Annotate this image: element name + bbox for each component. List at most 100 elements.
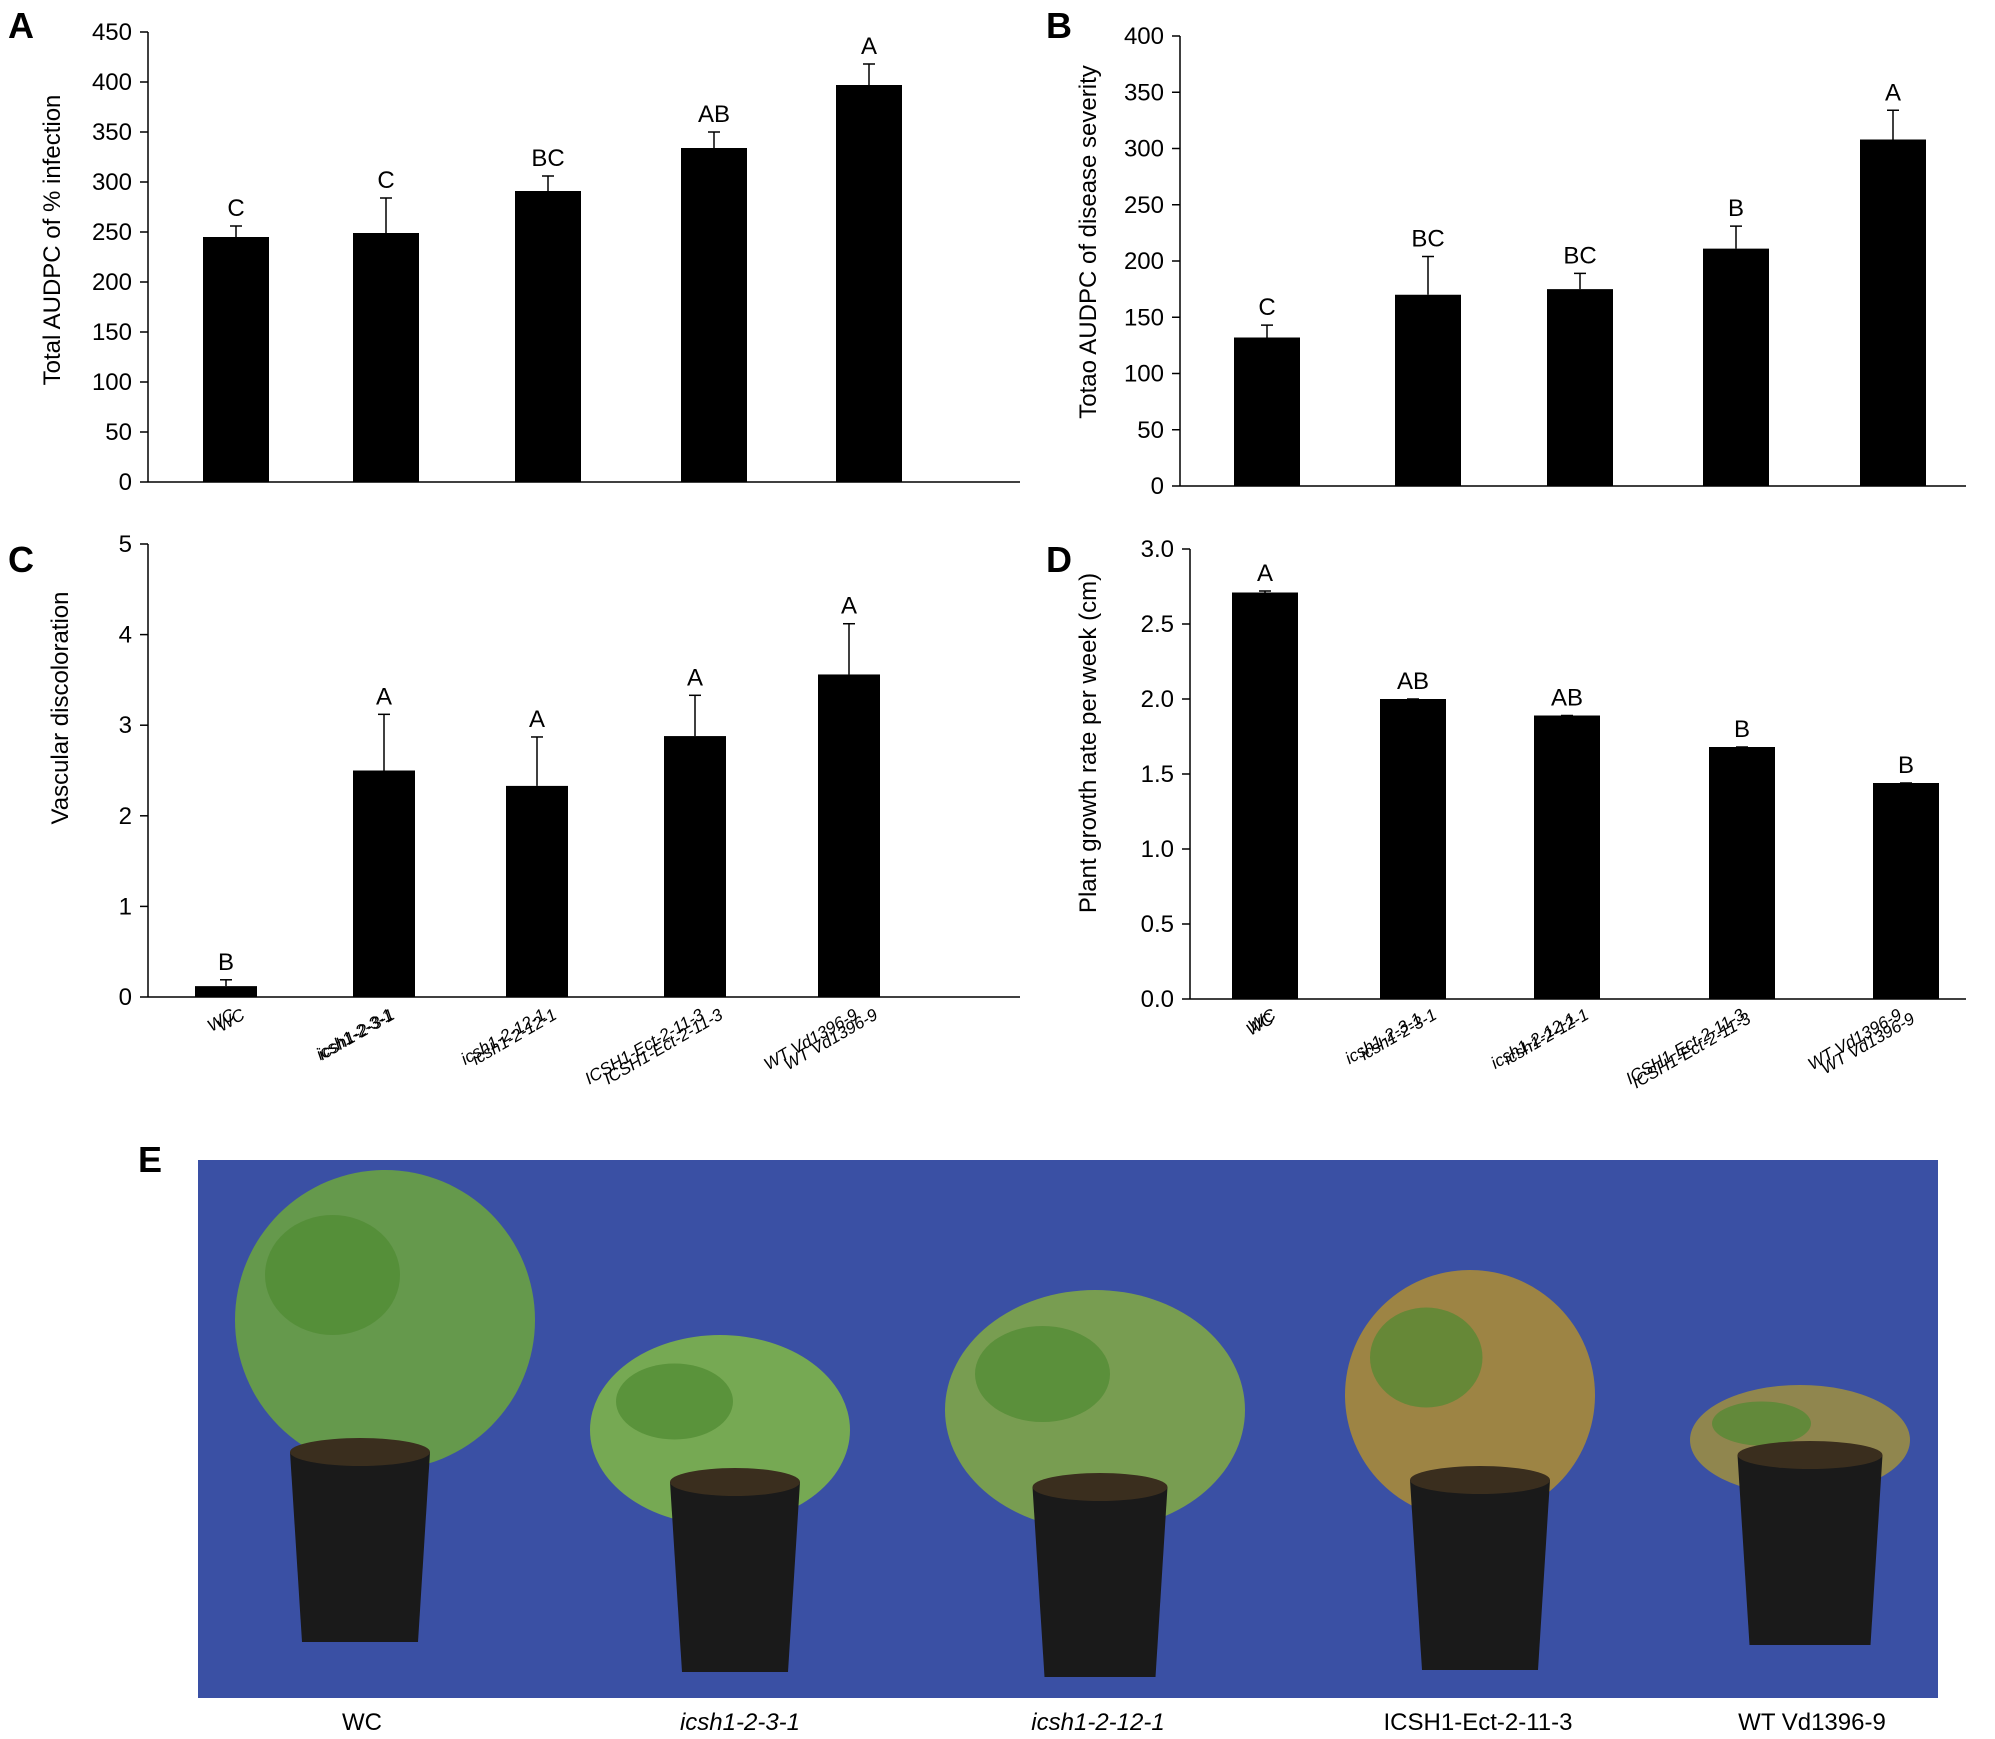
- panel-d-bar: [1873, 783, 1939, 999]
- panel-b-ytick-label: 150: [1124, 304, 1164, 331]
- panel-c-ytick-label: 2: [119, 803, 132, 830]
- plant-leaf-cluster: [1712, 1401, 1811, 1446]
- panel-b-significance-label: BC: [1411, 226, 1444, 253]
- panel-d: D Plant growth rate per week (cm) 0.0 0.5…: [1046, 536, 1966, 1092]
- panel-c-bar: [818, 674, 880, 997]
- panel-d-category-label: ICSH1-Ect-2-11-3: [1629, 1009, 1755, 1093]
- panel-c-significance-label: B: [218, 949, 234, 976]
- panel-b-letter: B: [1046, 5, 1072, 46]
- panel-a-ytick-label: 350: [92, 119, 132, 146]
- panel-b-ytick-label: 100: [1124, 361, 1164, 388]
- panel-c-significance-label: A: [376, 683, 392, 710]
- plant-leaf-cluster: [616, 1363, 733, 1440]
- panel-a-ytick-label: 400: [92, 69, 132, 96]
- panel-d-bar: [1232, 592, 1298, 999]
- panel-b-significance-label: C: [1258, 294, 1275, 321]
- panel-d-ylabel: Plant growth rate per week (cm): [1075, 573, 1102, 913]
- panel-c-ytick-label: 5: [119, 531, 132, 558]
- panel-a-bar: [515, 191, 581, 482]
- panel-d-bar: [1380, 699, 1446, 999]
- panel-a-ytick-label: 100: [92, 369, 132, 396]
- panel-c: C Vascular discoloration 012345BWCAicsh1…: [8, 531, 1020, 1088]
- plant-leaf-cluster: [1370, 1307, 1483, 1408]
- panel-c-bar: [353, 770, 415, 997]
- panel-b-ylabel: Totao AUDPC of disease severity: [1075, 65, 1102, 419]
- plant-label: WC: [342, 1709, 382, 1736]
- panel-a-letter: A: [8, 5, 34, 46]
- plant-soil: [670, 1468, 800, 1496]
- plant-pot: [670, 1482, 800, 1672]
- plant-leaf-cluster: [975, 1326, 1110, 1422]
- panel-c-bar: [664, 736, 726, 997]
- plant-pot: [1032, 1487, 1168, 1677]
- panel-a-significance-label: A: [861, 33, 877, 60]
- panel-b-significance-label: BC: [1563, 242, 1596, 269]
- plant-pot: [1737, 1455, 1883, 1645]
- panel-d-significance-label: A: [1257, 560, 1273, 587]
- panel-c-ytick-label: 0: [119, 984, 132, 1011]
- plant-soil: [1410, 1466, 1550, 1494]
- plant-soil: [1032, 1473, 1168, 1501]
- panel-c-bar: [506, 785, 568, 997]
- plant-label: icsh1-2-3-1: [680, 1709, 800, 1736]
- panel-d-letter: D: [1046, 539, 1072, 580]
- panel-b-ytick-label: 0: [1151, 473, 1164, 500]
- panel-c-significance-label: A: [841, 593, 857, 620]
- panel-c-category-label: icsh1-2-3-1: [313, 1005, 396, 1064]
- panel-b: B Totao AUDPC of disease severity 0 50 100…: [1046, 5, 1966, 1088]
- panel-d-ytick-label: 2.5: [1141, 611, 1174, 638]
- panel-a-significance-label: C: [377, 167, 394, 194]
- panel-b-ytick-label: 50: [1137, 417, 1164, 444]
- panel-d-significance-label: AB: [1397, 668, 1429, 695]
- plant-label: ICSH1-Ect-2-11-3: [1384, 1709, 1573, 1736]
- panel-a-bar: [836, 85, 902, 482]
- panel-d-ytick-label: 0.0: [1141, 986, 1174, 1013]
- panel-a-ytick-label: 0: [119, 469, 132, 496]
- panel-d-category-label: icsh1-2-12-1: [1488, 1009, 1579, 1073]
- plant-soil: [1737, 1441, 1883, 1469]
- panel-a-significance-label: AB: [698, 101, 730, 128]
- panel-b-ytick-label: 350: [1124, 79, 1164, 106]
- panel-a-ytick-label: 450: [92, 19, 132, 46]
- panel-b-significance-label: A: [1885, 79, 1901, 106]
- plant-soil: [290, 1438, 430, 1466]
- plant-foliage: [235, 1170, 535, 1470]
- plant-pot: [290, 1452, 430, 1642]
- panel-d-significance-label: B: [1734, 716, 1750, 743]
- panel-d-ytick-label: 2.0: [1141, 686, 1174, 713]
- panel-a-ytick-label: 50: [105, 419, 132, 446]
- panel-b-ytick-label: 200: [1124, 248, 1164, 275]
- panel-d-ytick-label: 3.0: [1141, 536, 1174, 563]
- panel-a-ytick-label: 200: [92, 269, 132, 296]
- panel-d-significance-label: B: [1898, 752, 1914, 779]
- plant-pot: [1410, 1480, 1550, 1670]
- panel-d-ytick-label: 1.0: [1141, 836, 1174, 863]
- panel-a-ytick-label: 300: [92, 169, 132, 196]
- panel-e-letter: E: [138, 1139, 162, 1180]
- panel-c-ytick-label: 3: [119, 712, 132, 739]
- panel-b-bar: [1547, 289, 1613, 486]
- panel-c-category-label: ICSH1-Ect-2-11-3: [582, 1005, 708, 1089]
- plant-leaf-cluster: [265, 1215, 400, 1335]
- panel-b-bar: [1234, 337, 1300, 486]
- panel-d-ytick-label: 1.5: [1141, 761, 1174, 788]
- panel-a-significance-label: BC: [531, 145, 564, 172]
- plant-label: WT Vd1396-9: [1738, 1709, 1886, 1736]
- panel-c-bar: [195, 986, 257, 997]
- panel-e: E WC icsh1-2-3-1 icsh1-2-12-1 ICSH1-Ect-2-1…: [138, 1139, 1938, 1736]
- panel-b-ytick-label: 250: [1124, 192, 1164, 219]
- panel-c-ylabel: Vascular discoloration: [47, 591, 74, 824]
- panel-d-bar: [1709, 747, 1775, 999]
- panel-c-ytick-label: 4: [119, 622, 132, 649]
- panel-c-ytick-label: 1: [119, 893, 132, 920]
- panel-a-bar: [353, 233, 419, 482]
- panel-a-ytick-label: 150: [92, 319, 132, 346]
- panel-d-category-label: icsh1-2-3-1: [1342, 1009, 1425, 1068]
- panel-b-bar: [1703, 248, 1769, 486]
- panel-c-significance-label: A: [529, 706, 545, 733]
- panel-c-category-label: icsh1-2-12-1: [458, 1005, 549, 1069]
- panel-d-bar: [1534, 715, 1600, 999]
- panel-d-significance-label: AB: [1551, 685, 1583, 712]
- panel-a-bar: [681, 148, 747, 482]
